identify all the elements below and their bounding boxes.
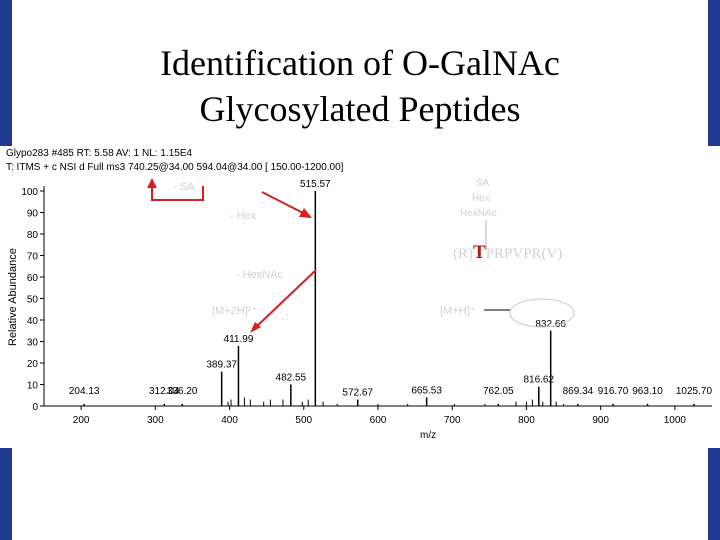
x-tick-label: 300 bbox=[147, 415, 164, 426]
y-tick-label: 60 bbox=[27, 273, 39, 284]
peak-label: 482.55 bbox=[276, 373, 307, 384]
peak-label: 916.70 bbox=[598, 386, 629, 397]
sa-bracket-arrowhead bbox=[147, 178, 157, 188]
slide-title-line-2: Glycosylated Peptides bbox=[199, 89, 521, 129]
peak-label: 816.62 bbox=[523, 375, 554, 386]
chart-peaks bbox=[83, 191, 695, 406]
spectrum-panel: Glypo283 #485 RT: 5.58 AV: 1 NL: 1.15E4 … bbox=[0, 146, 720, 448]
y-tick-label: 90 bbox=[27, 209, 39, 220]
annotation-minus-hex: - Hex bbox=[230, 210, 257, 222]
y-tick-label: 80 bbox=[27, 230, 39, 241]
peak-label: 336.20 bbox=[167, 386, 198, 397]
glycan-hexnac-label: HexNAc bbox=[460, 208, 497, 219]
mh-callout-oval bbox=[509, 298, 575, 328]
x-axis-label: m/z bbox=[420, 430, 436, 441]
sequence-suffix: PRPVPR(V) bbox=[486, 246, 563, 262]
y-tick-label: 40 bbox=[27, 316, 39, 327]
loss-arrows bbox=[151, 186, 317, 329]
x-tick-label: 500 bbox=[295, 415, 312, 426]
annotation-mh: [M+H]⁺ bbox=[440, 305, 476, 317]
slide-title: Identification of O-GalNAc Glycosylated … bbox=[40, 40, 680, 132]
peak-label: 762.05 bbox=[483, 386, 514, 397]
y-tick-label: 70 bbox=[27, 252, 39, 263]
x-tick-label: 900 bbox=[592, 415, 609, 426]
peak-label: 665.53 bbox=[411, 385, 442, 396]
y-tick-label: 30 bbox=[27, 338, 39, 349]
peak-label: 389.37 bbox=[206, 360, 237, 371]
slide-title-line-1: Identification of O-GalNAc bbox=[160, 43, 560, 83]
glycosylation-site: T bbox=[473, 242, 486, 263]
y-tick-label: 50 bbox=[27, 295, 39, 306]
peak-label: 1025.70 bbox=[676, 386, 713, 397]
y-axis-label: Relative Abundance bbox=[7, 248, 19, 346]
y-tick-label: 100 bbox=[21, 187, 38, 198]
x-tick-label: 1000 bbox=[664, 415, 687, 426]
peak-label: 963.10 bbox=[632, 386, 663, 397]
glycan-sa-label: SA bbox=[476, 178, 490, 189]
annotation-minus-sa: - SA bbox=[173, 181, 195, 193]
hexnac-loss-arrowhead bbox=[250, 322, 261, 333]
x-tick-label: 700 bbox=[444, 415, 461, 426]
scan-header-line-1: Glypo283 #485 RT: 5.58 AV: 1 NL: 1.15E4 bbox=[6, 148, 193, 159]
arrow-heads bbox=[147, 178, 312, 333]
mass-spectrum-chart: 0 10 20 30 40 50 60 70 80 90 100 200 300 400 500 600 700… bbox=[7, 178, 713, 441]
peak-label: 832.66 bbox=[535, 319, 566, 330]
x-tick-label: 400 bbox=[221, 415, 238, 426]
x-tick-label: 200 bbox=[73, 415, 90, 426]
hexnac-loss-arrow bbox=[254, 269, 317, 329]
peak-label: 411.99 bbox=[224, 334, 254, 345]
glycan-hex-label: Hex bbox=[472, 193, 490, 204]
peptide-sequence: (R)TPRPVPR(V) bbox=[453, 242, 562, 263]
y-tick-label: 10 bbox=[27, 381, 39, 392]
sequence-prefix: (R) bbox=[453, 246, 473, 262]
peak-label: 869.34 bbox=[563, 386, 594, 397]
hex-loss-arrowhead bbox=[299, 208, 312, 218]
scan-header-line-2: T: ITMS + c NSI d Full ms3 740.25@34.00 … bbox=[6, 162, 344, 173]
peak-label: 312.04 bbox=[149, 386, 180, 397]
peak-label: 572.67 bbox=[342, 388, 373, 399]
x-tick-label: 600 bbox=[370, 415, 387, 426]
hex-loss-arrow bbox=[261, 191, 306, 215]
y-tick-label: 20 bbox=[27, 359, 39, 370]
annotation-m2h: [M+2H]²⁺ bbox=[212, 305, 257, 317]
x-tick-label: 800 bbox=[518, 415, 535, 426]
peak-label: 515.57 bbox=[300, 179, 331, 190]
peak-label: 204.13 bbox=[69, 386, 100, 397]
annotation-minus-hexnac: - HexNAc bbox=[236, 269, 284, 281]
sa-loss-bracket bbox=[151, 186, 204, 201]
y-tick-label: 0 bbox=[32, 402, 38, 413]
